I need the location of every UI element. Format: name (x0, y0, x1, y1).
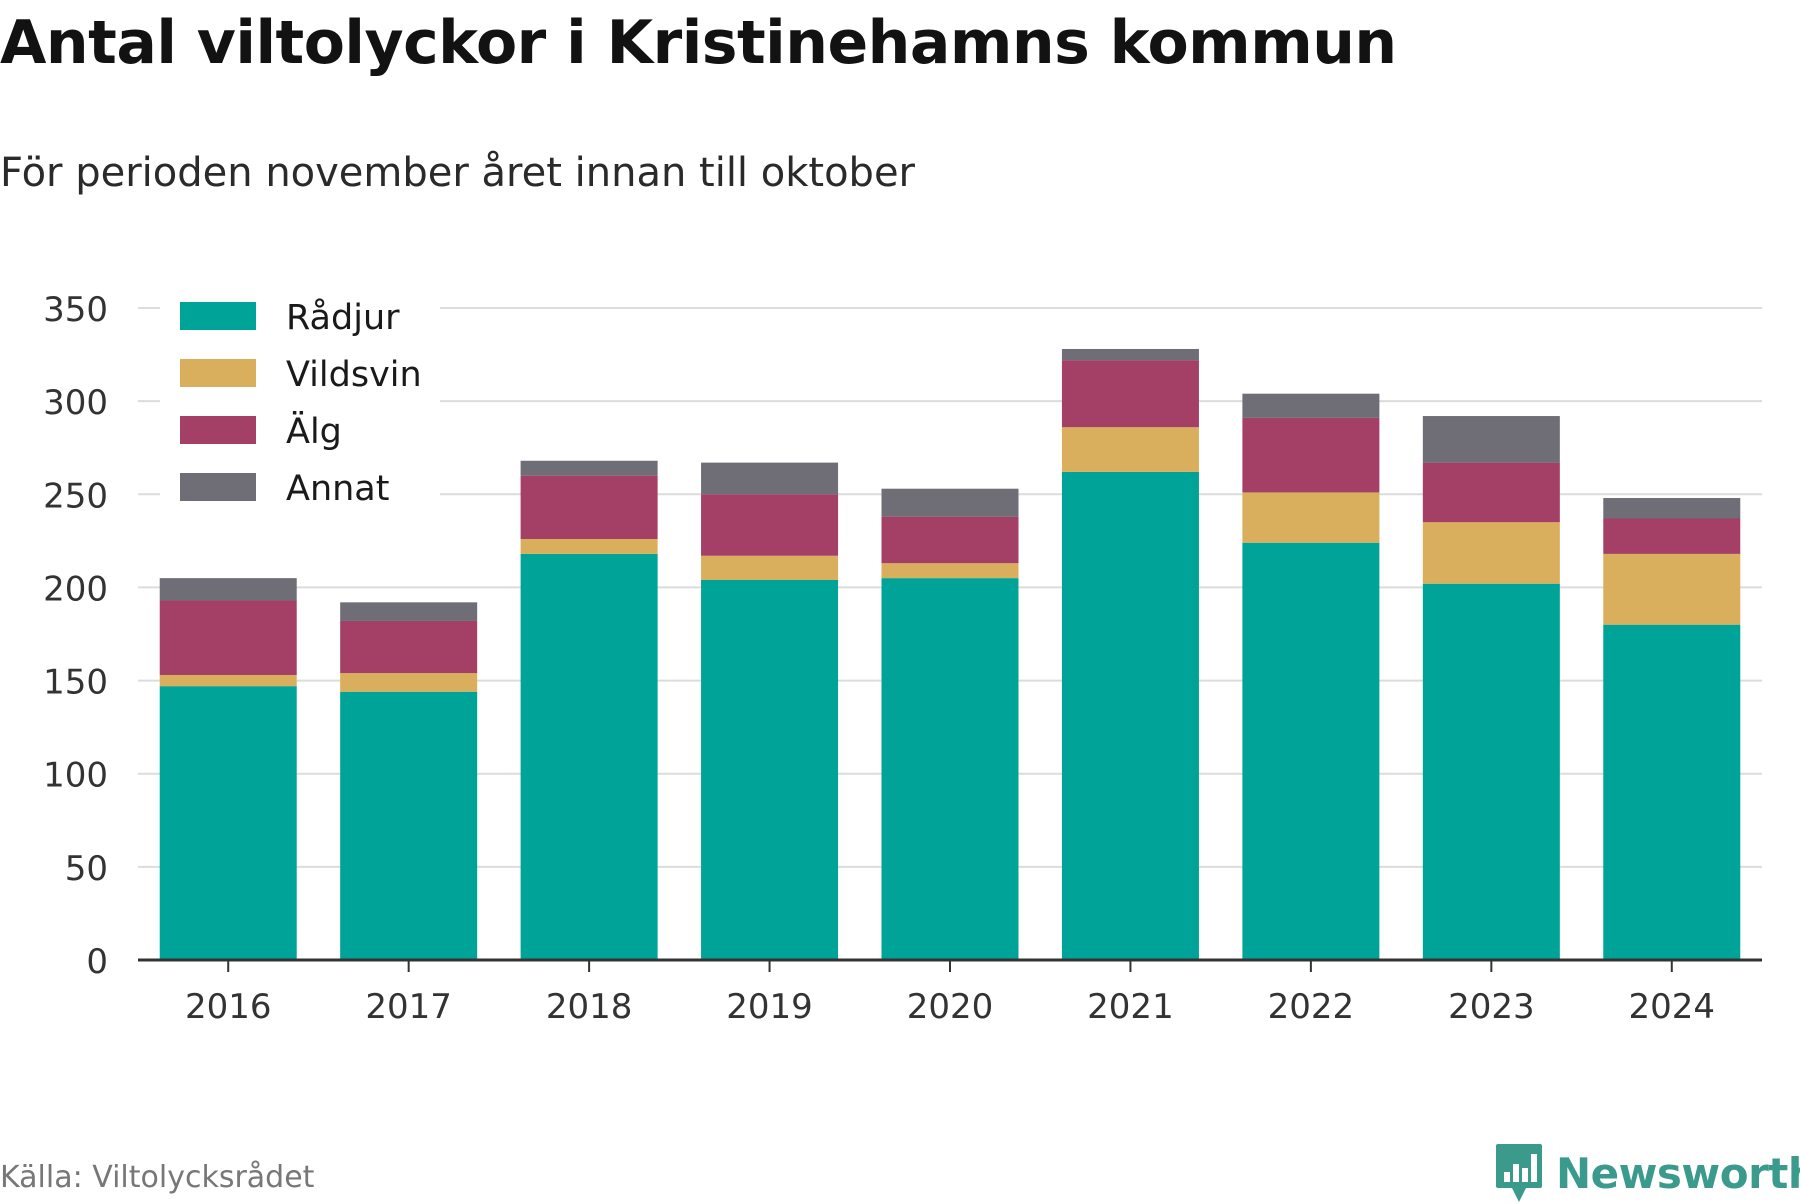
brand-logo: Newsworthy (1494, 1142, 1800, 1204)
bar-segment (159, 674, 297, 687)
bar-segment (881, 516, 1019, 564)
y-tick-label: 150 (43, 663, 108, 703)
legend-swatch (180, 359, 256, 387)
legend-label: Vildsvin (286, 355, 422, 395)
stacked-bar-chart: 0 50 100 150 200 250 300 350 2016 2017 2018 2019 202… (43, 284, 1762, 1027)
bar-segment (1242, 492, 1380, 543)
bar-segment (881, 563, 1019, 579)
bar-segment (1422, 416, 1560, 463)
bar-segment (520, 538, 658, 554)
legend-swatch (180, 473, 256, 501)
bar-segment (1061, 471, 1199, 960)
bar-segment (159, 600, 297, 675)
bar-segment (340, 673, 478, 692)
bar-segment (701, 462, 839, 495)
x-tick-label: 2024 (1629, 987, 1716, 1027)
x-tick-label: 2017 (365, 987, 452, 1027)
bar-segment (1061, 360, 1199, 428)
bar-segment (520, 475, 658, 539)
bar-segment (159, 686, 297, 960)
x-tick-label: 2020 (907, 987, 994, 1027)
bar-segment (1603, 518, 1741, 554)
y-tick-label: 300 (43, 383, 108, 423)
x-tick-label: 2021 (1087, 987, 1174, 1027)
bar-segment (340, 602, 478, 621)
bar-segment (340, 691, 478, 960)
chart-subtitle: För perioden november året innan till ok… (0, 150, 915, 196)
bar-segment (1061, 348, 1199, 361)
bar-segment (1603, 553, 1741, 625)
legend-label: Annat (286, 469, 389, 509)
x-tick-label: 2016 (185, 987, 272, 1027)
legend-swatch (180, 416, 256, 444)
bars (159, 348, 1741, 960)
bar-segment (1603, 624, 1741, 960)
y-tick-label: 200 (43, 569, 108, 609)
y-tick-label: 50 (65, 849, 108, 889)
x-tick-label: 2019 (726, 987, 813, 1027)
bar-segment (881, 488, 1019, 517)
axes: 0 50 100 150 200 250 300 350 2016 2017 2018 2019 202… (43, 290, 1762, 1027)
legend-swatch (180, 302, 256, 330)
bar-segment (520, 553, 658, 960)
bar-chart-icon (1496, 1144, 1542, 1202)
bar-segment (1242, 393, 1380, 418)
bar-segment (1242, 542, 1380, 960)
bar-segment (520, 460, 658, 476)
x-tick-label: 2023 (1448, 987, 1535, 1027)
source-note: Källa: Viltolycksrådet (0, 1160, 315, 1195)
chart-title: Antal viltolyckor i Kristinehamns kommun (0, 8, 1397, 78)
bar-segment (701, 494, 839, 556)
x-tick-label: 2022 (1268, 987, 1355, 1027)
y-tick-label: 100 (43, 756, 108, 796)
legend-label: Älg (286, 410, 342, 452)
bar-segment (1061, 427, 1199, 472)
bar-segment (1422, 583, 1560, 960)
bar-segment (881, 578, 1019, 960)
bar-segment (159, 578, 297, 601)
bar-segment (701, 579, 839, 960)
bar-segment (1242, 417, 1380, 493)
bar-segment (1422, 462, 1560, 523)
bar-segment (1603, 498, 1741, 519)
y-tick-label: 250 (43, 476, 108, 516)
x-tick-label: 2018 (546, 987, 633, 1027)
y-tick-label: 0 (86, 942, 108, 982)
bar-segment (340, 620, 478, 674)
legend-label: Rådjur (286, 297, 400, 338)
brand-name: Newsworthy (1556, 1148, 1800, 1198)
bar-segment (701, 555, 839, 580)
bar-segment (1422, 522, 1560, 584)
legend: Rådjur Vildsvin Älg Annat (160, 284, 440, 524)
y-tick-label: 350 (43, 290, 108, 330)
